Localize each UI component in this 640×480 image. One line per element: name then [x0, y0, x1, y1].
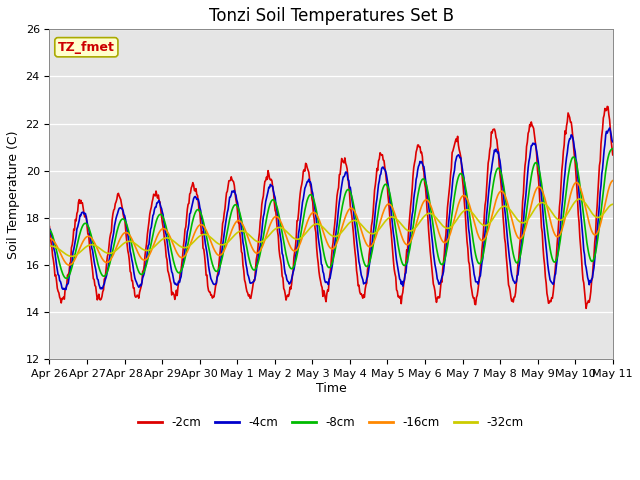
-32cm [115, 245, 122, 251]
-16cm [172, 247, 179, 253]
-2cm [604, 104, 611, 109]
-8cm [401, 263, 408, 268]
Line: -16cm: -16cm [49, 180, 612, 265]
-16cm [609, 178, 616, 183]
-8cm [56, 261, 63, 267]
-4cm [115, 207, 122, 213]
-32cm [202, 232, 209, 238]
-4cm [401, 277, 408, 283]
Legend: -2cm, -4cm, -8cm, -16cm, -32cm: -2cm, -4cm, -8cm, -16cm, -32cm [134, 411, 529, 434]
-8cm [417, 180, 425, 185]
Y-axis label: Soil Temperature (C): Soil Temperature (C) [7, 130, 20, 259]
-2cm [201, 253, 209, 259]
-2cm [400, 282, 408, 288]
X-axis label: Time: Time [316, 382, 346, 395]
-32cm [45, 243, 53, 249]
-4cm [606, 125, 614, 131]
-2cm [582, 305, 590, 311]
-4cm [417, 160, 425, 166]
-8cm [202, 228, 209, 234]
-2cm [114, 192, 122, 197]
-32cm [56, 247, 63, 252]
-16cm [56, 249, 63, 254]
-32cm [172, 240, 179, 246]
-32cm [401, 225, 408, 231]
-2cm [56, 294, 63, 300]
-16cm [417, 205, 425, 211]
Line: -4cm: -4cm [49, 128, 612, 289]
-16cm [65, 262, 73, 268]
-32cm [576, 196, 584, 202]
-2cm [45, 224, 53, 229]
-32cm [609, 202, 616, 207]
-8cm [172, 265, 179, 271]
Line: -32cm: -32cm [49, 199, 612, 256]
-8cm [45, 227, 53, 233]
-2cm [171, 297, 179, 302]
Title: Tonzi Soil Temperatures Set B: Tonzi Soil Temperatures Set B [209, 7, 454, 25]
-4cm [62, 287, 70, 292]
Line: -8cm: -8cm [49, 149, 612, 278]
-16cm [401, 240, 408, 245]
Text: TZ_fmet: TZ_fmet [58, 41, 115, 54]
-4cm [202, 241, 209, 247]
-4cm [45, 226, 53, 232]
-8cm [609, 146, 616, 152]
-2cm [609, 152, 616, 158]
-2cm [416, 144, 424, 150]
-4cm [609, 139, 616, 144]
-8cm [115, 223, 122, 229]
-32cm [68, 253, 76, 259]
-16cm [45, 235, 53, 241]
-4cm [172, 280, 179, 286]
-16cm [115, 240, 122, 245]
Line: -2cm: -2cm [49, 107, 612, 308]
-32cm [417, 218, 425, 224]
-4cm [56, 278, 63, 284]
-16cm [202, 226, 209, 231]
-8cm [62, 276, 70, 281]
